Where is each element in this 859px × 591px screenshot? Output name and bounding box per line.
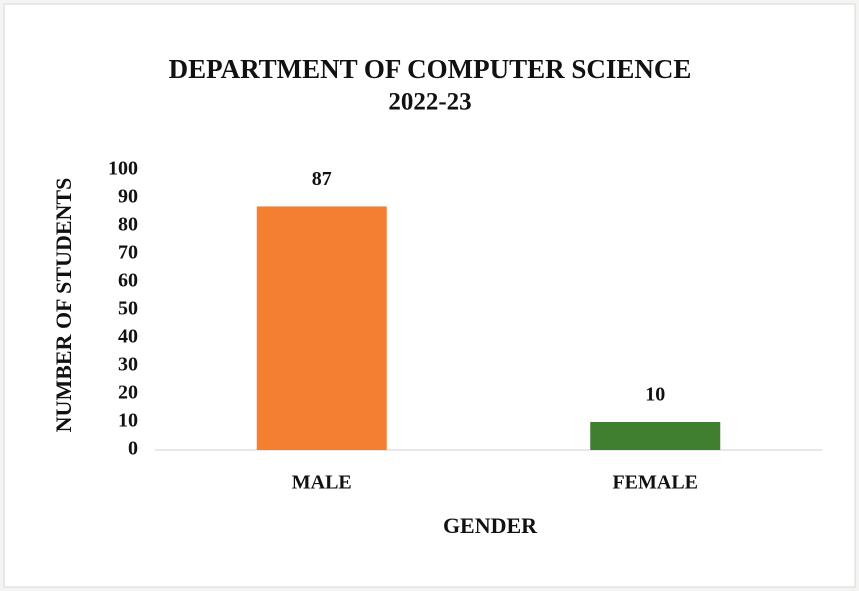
chart-subtitle: 2022-23 xyxy=(388,89,471,116)
x-tick-label: MALE xyxy=(292,472,352,494)
y-axis-label: NUMBER OF STUDENTS xyxy=(51,178,76,433)
data-label: 87 xyxy=(312,168,332,190)
y-tick-label: 50 xyxy=(118,298,138,320)
data-label: 10 xyxy=(645,384,665,406)
y-tick-label: 60 xyxy=(118,270,138,292)
y-tick-label: 80 xyxy=(118,214,138,236)
y-tick-label: 100 xyxy=(108,158,138,180)
y-tick-label: 10 xyxy=(118,410,138,432)
x-tick-label: FEMALE xyxy=(612,472,698,494)
y-tick-label: 70 xyxy=(118,242,138,264)
chart-frame xyxy=(3,3,856,588)
y-tick-label: 0 xyxy=(128,438,138,460)
y-tick-label: 30 xyxy=(118,354,138,376)
bar xyxy=(590,422,721,450)
y-tick-label: 90 xyxy=(118,186,138,208)
bar xyxy=(256,206,387,450)
y-tick-label: 20 xyxy=(118,382,138,404)
x-axis-label: GENDER xyxy=(443,513,538,538)
chart-title: DEPARTMENT OF COMPUTER SCIENCE xyxy=(169,54,692,84)
y-tick-label: 40 xyxy=(118,326,138,348)
